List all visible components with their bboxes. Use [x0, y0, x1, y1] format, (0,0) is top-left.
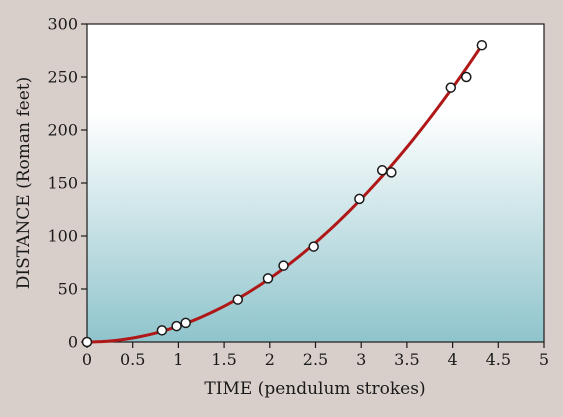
x-tick-label: 1.5 — [211, 350, 236, 369]
x-tick-label: 5 — [539, 350, 549, 369]
x-tick-label: 4.5 — [486, 350, 511, 369]
data-point — [180, 317, 191, 329]
y-axis-title: DISTANCE (Roman feet) — [14, 77, 34, 290]
y-tick-label: 300 — [47, 15, 78, 34]
data-point — [476, 39, 488, 51]
x-tick-label: 0.5 — [120, 350, 145, 369]
data-point — [232, 294, 244, 305]
y-tick-label: 200 — [47, 121, 78, 140]
data-point — [171, 320, 182, 332]
data-point — [81, 336, 93, 348]
data-point — [354, 193, 365, 205]
x-axis-title: TIME (pendulum strokes) — [204, 379, 425, 399]
x-axis: 0 0.5 1 1.5 2 2.5 3 3.5 4 4.5 5 — [82, 342, 549, 369]
data-point — [445, 82, 457, 93]
data-point — [308, 241, 319, 252]
data-point — [278, 260, 289, 271]
y-tick-label: 100 — [47, 227, 78, 246]
y-tick-label: 0 — [68, 333, 78, 352]
y-tick-label: 150 — [47, 174, 78, 193]
x-tick-label: 3 — [356, 350, 366, 369]
x-tick-label: 2 — [265, 350, 275, 369]
x-tick-label: 3.5 — [394, 350, 419, 369]
plot-area — [86, 23, 545, 343]
y-axis: 0 50 100 150 200 250 300 — [47, 15, 87, 352]
data-point — [376, 165, 388, 176]
x-tick-label: 1 — [173, 350, 183, 369]
y-tick-label: 50 — [58, 280, 78, 299]
x-tick-label: 2.5 — [303, 350, 328, 369]
x-tick-label: 4 — [448, 350, 458, 369]
data-point — [461, 71, 472, 83]
data-point — [386, 167, 397, 178]
data-point — [156, 325, 168, 336]
data-points — [81, 39, 488, 348]
y-tick-label: 250 — [47, 68, 78, 87]
x-tick-label: 0 — [82, 350, 92, 369]
data-point — [262, 273, 274, 284]
